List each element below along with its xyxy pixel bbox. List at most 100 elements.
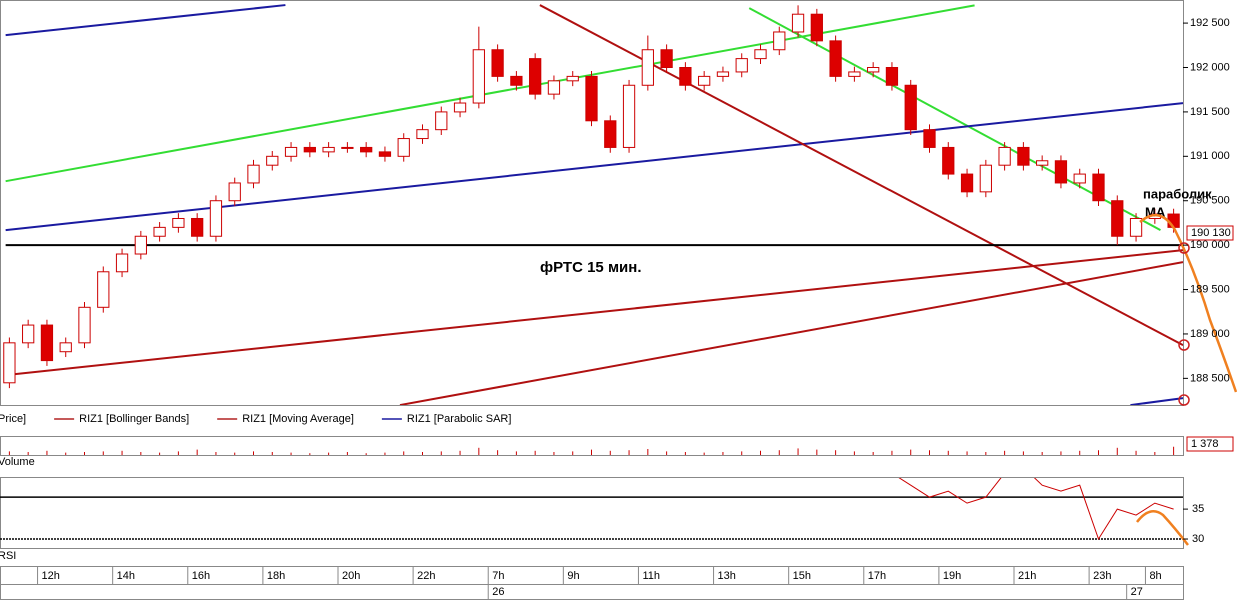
- candle-body: [453, 102, 467, 113]
- y-tick-label: 189 500: [1190, 283, 1230, 295]
- pane-label: RSI: [0, 550, 16, 562]
- x-tick-label: 17h: [868, 570, 886, 582]
- candle-body: [585, 75, 598, 122]
- candle-body: [1036, 160, 1049, 166]
- trendline: [399, 261, 1183, 405]
- candle-body: [735, 58, 748, 73]
- candle-body: [435, 111, 448, 131]
- candle-body: [59, 342, 72, 353]
- chart-title: фРТС 15 мин.: [540, 259, 642, 276]
- pane-label: Volume: [0, 456, 35, 468]
- x-tick-label: 21h: [1018, 570, 1036, 582]
- candle-body: [622, 84, 636, 148]
- rsi-line: [898, 478, 1174, 541]
- x-tick-label: 11h: [642, 570, 660, 582]
- candle-body: [979, 164, 992, 193]
- rsi-area: [0, 478, 1183, 541]
- rsi-tick-label: 35: [1192, 503, 1204, 515]
- date-label: 27: [1131, 586, 1143, 598]
- candle-body: [885, 67, 899, 86]
- candle-body: [172, 217, 185, 228]
- candle-body: [791, 13, 805, 33]
- candle-body: [491, 49, 504, 77]
- candle-body: [115, 253, 129, 273]
- candle-body: [942, 146, 955, 175]
- candle-body: [547, 80, 561, 95]
- x-tick-label: 19h: [943, 570, 961, 582]
- candle-body: [416, 129, 429, 140]
- candle-body: [397, 138, 410, 157]
- price-tag: [1186, 225, 1234, 241]
- x-tick-label: 20h: [342, 570, 360, 582]
- candle-body: [998, 146, 1011, 166]
- candle-body: [228, 182, 241, 202]
- candle-body: [848, 71, 861, 77]
- forecast-curves: [1136, 213, 1237, 546]
- candle-body: [97, 271, 110, 308]
- candle-body: [510, 75, 523, 86]
- x-tick-label: 15h: [793, 570, 811, 582]
- candle-body: [1111, 200, 1124, 237]
- trendline: [5, 4, 286, 37]
- markers: [1178, 242, 1190, 406]
- date-label: 26: [492, 586, 504, 598]
- candle-body: [284, 146, 298, 157]
- trendline: [5, 249, 1183, 377]
- candle-body: [698, 75, 711, 86]
- candle-body: [341, 146, 354, 149]
- plot-area: [3, 4, 1183, 405]
- x-tick-label: 9h: [567, 570, 579, 582]
- legend-label: Price]: [0, 413, 26, 425]
- candle-body: [1073, 173, 1086, 184]
- x-tick-label: 16h: [192, 570, 210, 582]
- candle-body: [3, 342, 16, 384]
- legend-label: RIZ1 [Parabolic SAR]: [407, 413, 512, 425]
- candle-body: [22, 324, 35, 344]
- y-tick-label: 190 500: [1190, 195, 1230, 207]
- candle-body: [1129, 217, 1143, 237]
- y-tick-label: 189 000: [1190, 328, 1230, 340]
- candle-body: [754, 49, 767, 60]
- legend-label: RIZ1 [Bollinger Bands]: [79, 413, 189, 425]
- candle-body: [1167, 213, 1180, 228]
- rsi-tick-label: 30: [1192, 533, 1204, 545]
- volume-tag: [1186, 436, 1234, 452]
- trendline: [5, 102, 1183, 232]
- candle-body: [209, 200, 223, 237]
- volume-tag-label: 1 378: [1191, 438, 1219, 450]
- y-tick-label: 190 000: [1190, 239, 1230, 251]
- candle-body: [134, 235, 147, 255]
- candle-body: [904, 84, 917, 131]
- x-tick-label: 23h: [1093, 570, 1111, 582]
- candle-body: [322, 146, 335, 153]
- candle-body: [247, 164, 260, 184]
- candle-body: [40, 324, 54, 362]
- candle-body: [566, 75, 579, 82]
- candle-body: [773, 31, 786, 51]
- candle-body: [153, 226, 166, 237]
- candle-body: [716, 71, 730, 77]
- y-tick-label: 191 500: [1190, 106, 1230, 118]
- candle-body: [472, 49, 485, 104]
- candle-body: [679, 67, 692, 86]
- candle-body: [78, 306, 91, 344]
- candle-body: [923, 129, 936, 148]
- y-tick-label: 192 500: [1190, 17, 1230, 29]
- x-tick-label: 7h: [492, 570, 504, 582]
- annotation: параболик: [1143, 186, 1212, 201]
- x-tick-label: 18h: [267, 570, 285, 582]
- x-tick-label: 8h: [1149, 570, 1161, 582]
- frames: [0, 0, 1184, 600]
- candle-body: [191, 217, 204, 237]
- candle-body: [1017, 146, 1030, 166]
- candle-body: [303, 146, 316, 153]
- y-tick-label: 191 000: [1190, 150, 1230, 162]
- candle-body: [641, 49, 654, 86]
- candle-body: [829, 40, 842, 77]
- candle-body: [660, 49, 673, 68]
- candle-body: [360, 146, 373, 153]
- y-tick-label: 188 500: [1190, 372, 1230, 384]
- candle-body: [867, 67, 880, 73]
